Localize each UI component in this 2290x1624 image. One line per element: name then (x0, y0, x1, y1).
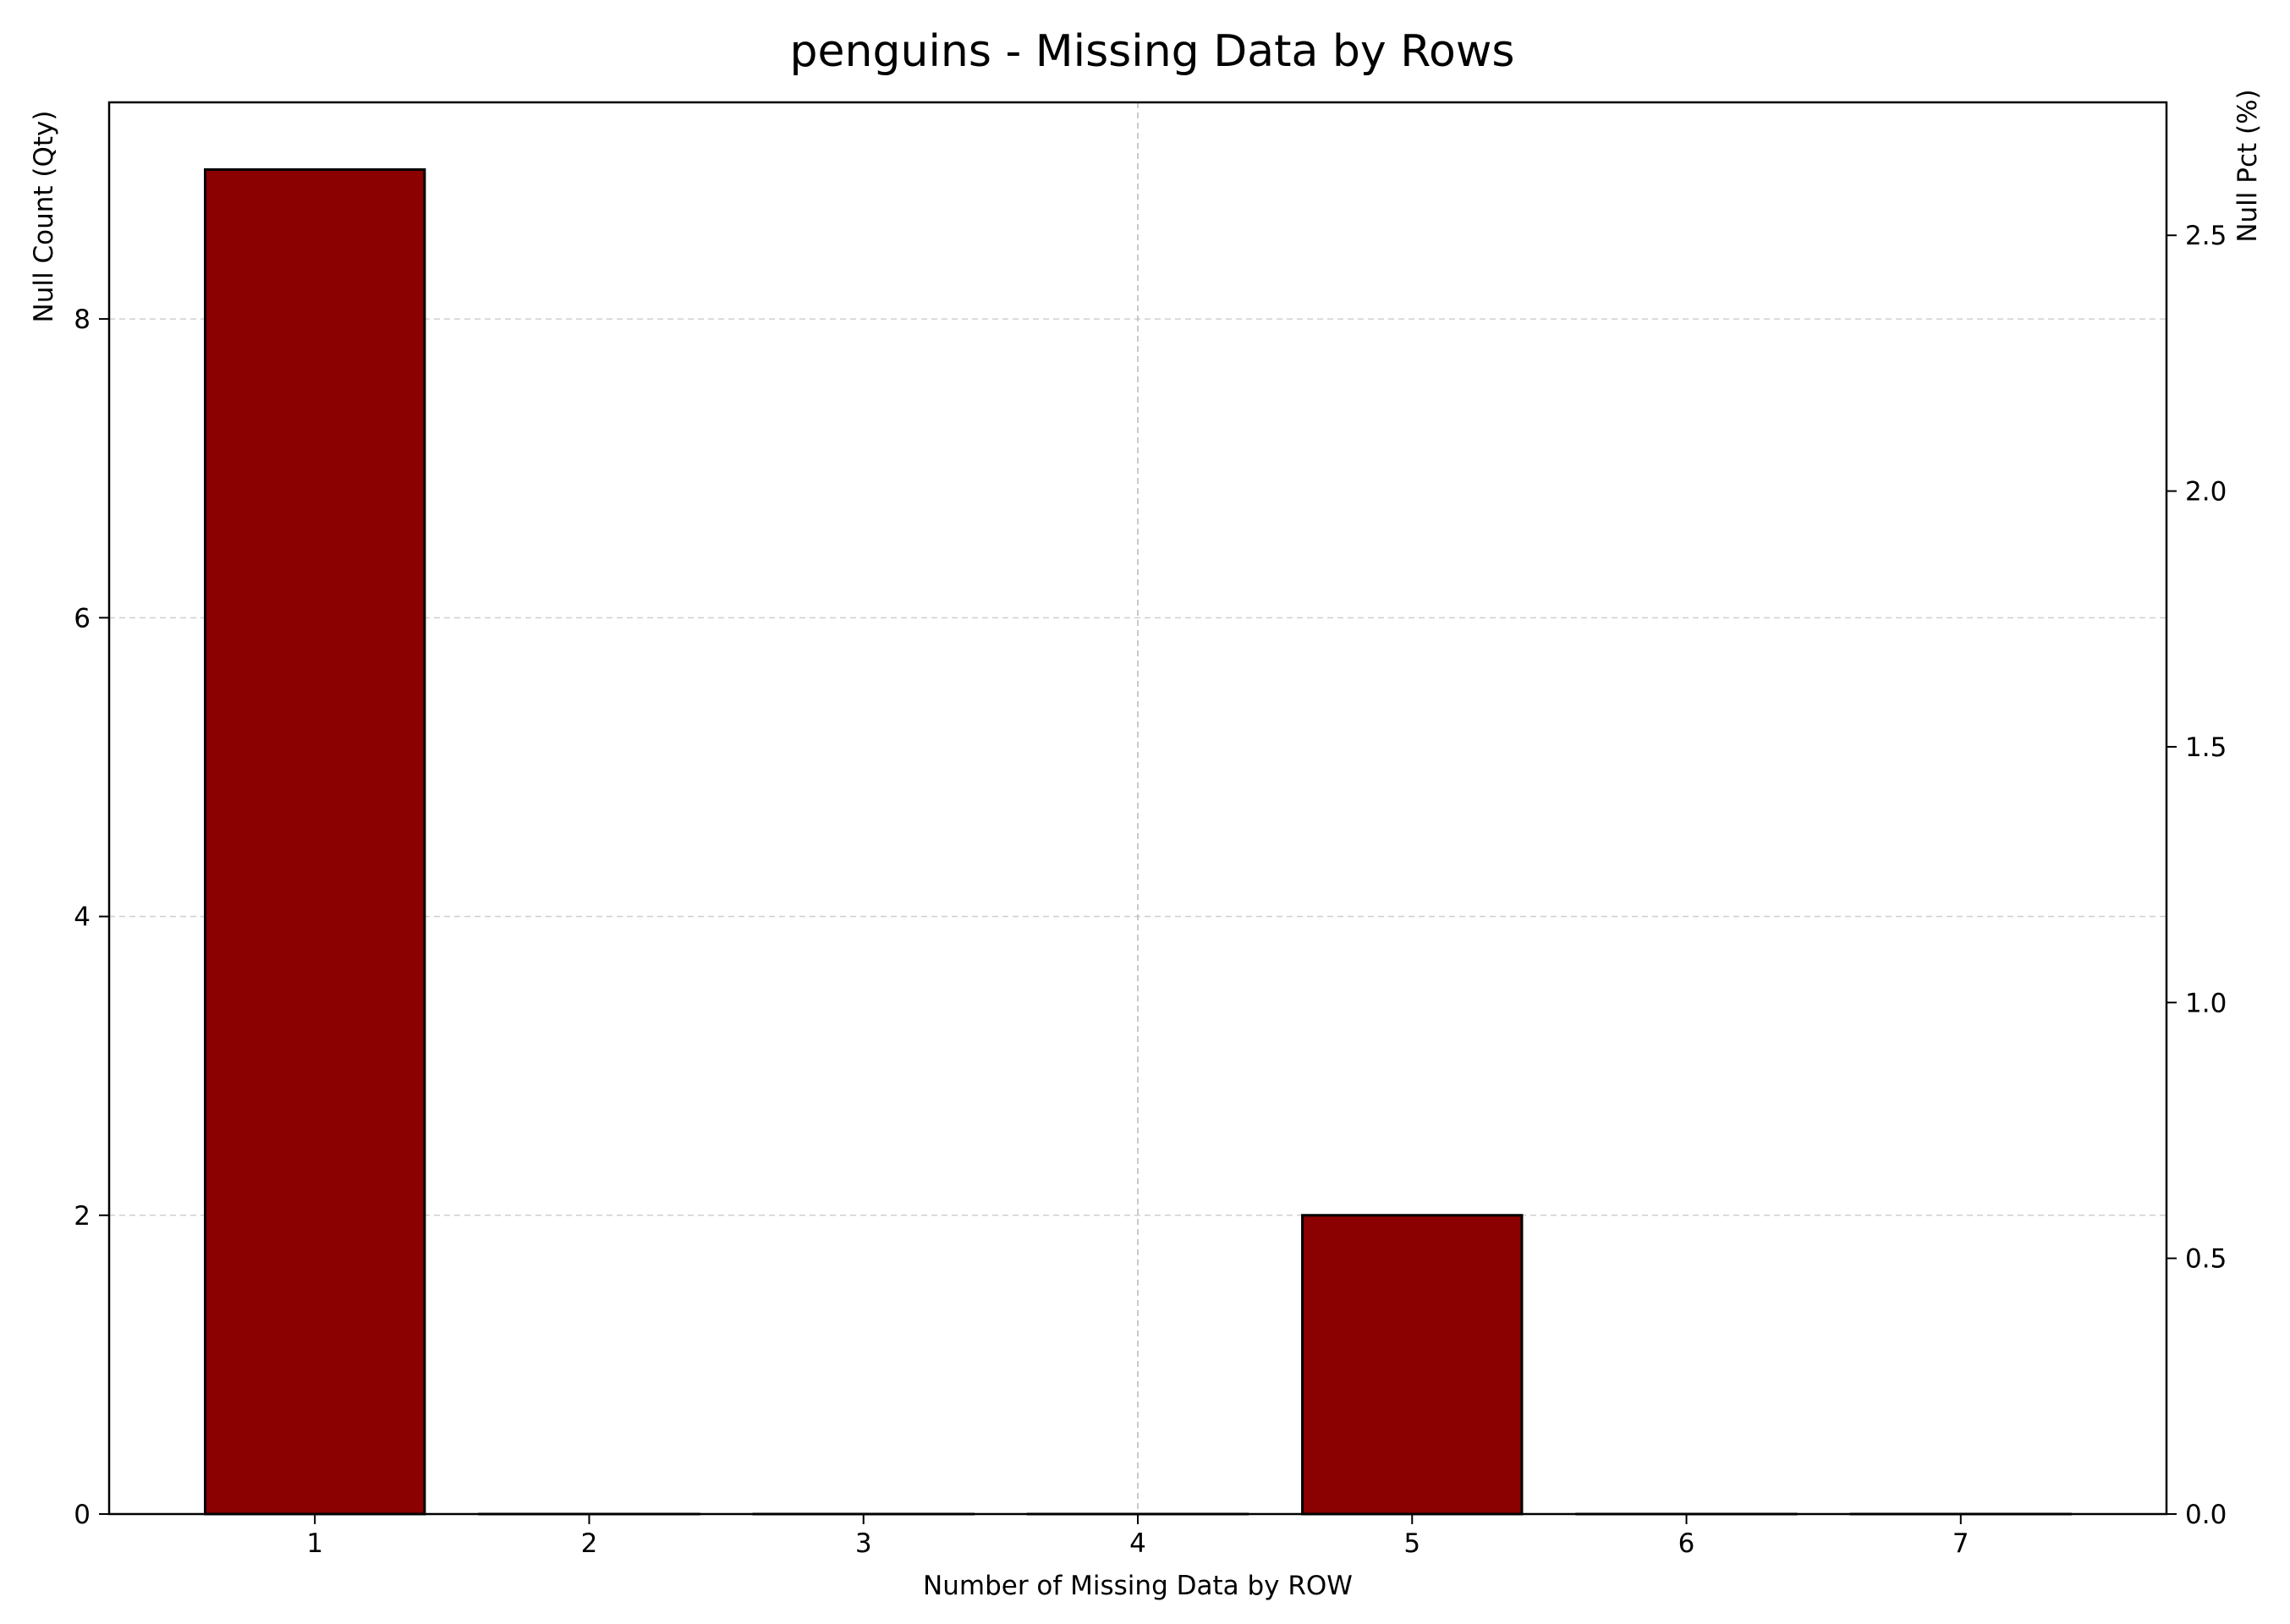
y2-axis-label: Null Pct (%) (2232, 89, 2263, 242)
x-tick-label-2: 2 (581, 1528, 598, 1559)
y2-tick-label-5: 2.5 (2185, 221, 2227, 251)
y-tick-label-1: 2 (74, 1201, 91, 1232)
grid (109, 102, 2166, 1514)
y-axis-left: 0 2 4 6 8 (74, 304, 109, 1530)
x-axis-label: Number of Missing Data by ROW (923, 1571, 1353, 1601)
x-tick-label-1: 1 (306, 1528, 323, 1559)
y2-tick-label-3: 1.5 (2185, 732, 2227, 763)
y-tick-label-3: 6 (74, 603, 91, 634)
x-tick-label-7: 7 (1952, 1528, 1969, 1559)
x-tick-label-5: 5 (1403, 1528, 1420, 1559)
y-axis-right: 0.0 0.5 1.0 1.5 2.0 2.5 (2166, 221, 2227, 1530)
x-tick-label-3: 3 (855, 1528, 872, 1559)
x-axis: 1 2 3 4 5 6 7 (306, 1514, 1969, 1559)
x-tick-label-6: 6 (1678, 1528, 1695, 1559)
y-tick-label-0: 0 (74, 1500, 91, 1530)
x-tick-label-4: 4 (1129, 1528, 1146, 1559)
y2-tick-label-0: 0.0 (2185, 1500, 2227, 1530)
plot-frame (107, 101, 2168, 1516)
y-tick-label-4: 8 (74, 304, 91, 335)
y2-tick-label-2: 1.0 (2185, 988, 2227, 1018)
y2-tick-label-1: 0.5 (2185, 1244, 2227, 1275)
y2-tick-label-4: 2.0 (2185, 477, 2227, 508)
bar-1 (203, 167, 426, 1516)
y-axis-label: Null Count (Qty) (29, 111, 59, 323)
y-tick-label-2: 4 (74, 903, 91, 933)
bar-5 (1301, 1214, 1524, 1516)
bars (203, 167, 2073, 1516)
chart-title: penguins - Missing Data by Rows (790, 26, 1515, 77)
